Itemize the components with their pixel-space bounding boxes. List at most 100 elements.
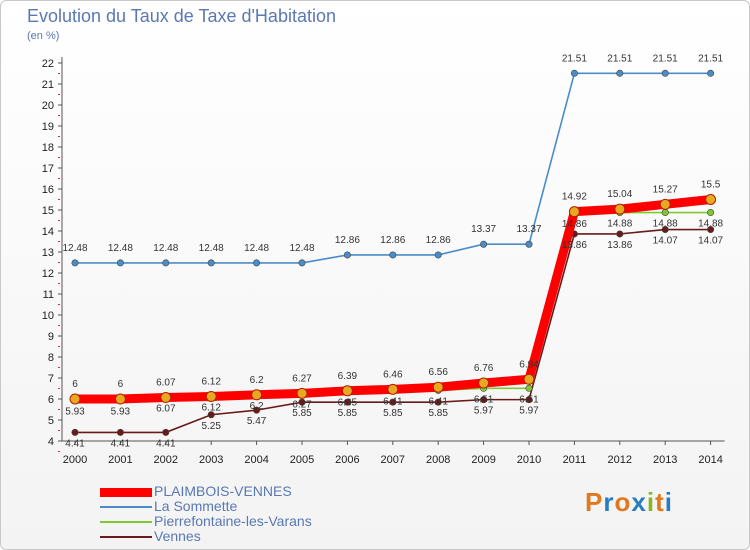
data-point — [116, 259, 124, 267]
chart-title: Evolution du Taux de Taxe d'Habitation — [27, 6, 336, 26]
data-point — [343, 398, 351, 406]
data-label: 12.86 — [426, 235, 451, 246]
unit-label: (en %) — [27, 30, 60, 42]
legend-label: PLAIMBOIS-VENNES — [154, 483, 292, 499]
data-label: 6.51 — [474, 394, 494, 405]
data-label: 6.35 — [338, 398, 358, 409]
data-label: 15.27 — [653, 184, 678, 195]
data-point — [71, 259, 79, 267]
x-tick-label: 2007 — [381, 454, 405, 466]
x-tick-label: 2006 — [335, 454, 359, 466]
y-tick-label: 6 — [48, 394, 54, 406]
data-point — [661, 209, 669, 217]
data-label: 5.85 — [383, 408, 403, 419]
data-label: 6.56 — [428, 367, 448, 378]
x-tick-label: 2009 — [471, 454, 495, 466]
y-tick-label: 21 — [42, 79, 54, 91]
logo-letter: x — [631, 487, 647, 517]
data-point — [616, 69, 624, 77]
x-tick-label: 2005 — [290, 454, 314, 466]
x-tick-label: 2001 — [108, 454, 132, 466]
data-label: 21.51 — [562, 53, 587, 64]
series-lines — [69, 69, 717, 436]
data-point — [207, 411, 215, 419]
logo-letter: t — [655, 487, 665, 517]
legend-swatch — [100, 488, 152, 497]
x-tick-label: 2012 — [608, 454, 632, 466]
y-tick-label: 8 — [48, 352, 54, 364]
data-label: 6.12 — [201, 376, 221, 387]
y-tick-label: 18 — [42, 142, 54, 154]
data-label: 15.04 — [607, 189, 632, 200]
data-label: 13.37 — [516, 224, 541, 235]
data-label: 21.51 — [607, 53, 632, 64]
data-label: 6.41 — [383, 396, 403, 407]
data-label: 4.41 — [65, 438, 85, 449]
logo-letter: i — [664, 487, 673, 517]
axes: 4 5 6 7 8 9 10 11 12 13 14 15 16 17 18 19 20 21 22 2000 2001… — [42, 57, 725, 466]
legend-swatch — [100, 536, 152, 538]
y-tick-label: 10 — [42, 310, 54, 322]
data-point — [525, 396, 533, 404]
data-label: 14.86 — [562, 219, 587, 230]
x-tick-label: 2008 — [426, 454, 450, 466]
y-tick-label: 9 — [48, 331, 54, 343]
data-point — [116, 428, 124, 436]
data-point — [253, 406, 261, 414]
data-point — [69, 393, 81, 405]
data-label: 6 — [72, 379, 78, 390]
data-point — [207, 259, 215, 267]
data-label: 5.93 — [65, 406, 85, 417]
data-label: 6.76 — [474, 363, 494, 374]
data-label: 5.97 — [474, 406, 494, 417]
data-point — [568, 206, 580, 218]
data-point — [114, 393, 126, 405]
data-label: 5.25 — [201, 421, 221, 432]
data-label: 12.48 — [199, 243, 224, 254]
data-point — [205, 390, 217, 402]
data-label: 6.46 — [383, 369, 403, 380]
data-point — [707, 69, 715, 77]
data-point — [251, 389, 263, 401]
data-point — [705, 194, 717, 205]
x-tick-label: 2014 — [698, 454, 722, 466]
data-label: 5.85 — [292, 408, 312, 419]
data-label: 12.48 — [289, 243, 314, 254]
data-point — [707, 209, 715, 217]
x-tick-label: 2010 — [517, 454, 541, 466]
logo-letter: i — [646, 487, 656, 517]
data-label: 5.97 — [519, 406, 539, 417]
y-tick-label: 15 — [42, 205, 54, 217]
data-label: 12.86 — [380, 235, 405, 246]
y-tick-label: 22 — [42, 58, 54, 70]
data-label: 4.41 — [156, 438, 176, 449]
logo-letter: r — [603, 487, 615, 517]
y-tick-label: 14 — [42, 226, 54, 238]
data-label: 14.88 — [607, 219, 632, 230]
data-label: 5.93 — [111, 406, 131, 417]
legend-swatch — [100, 521, 152, 523]
data-point — [480, 240, 488, 248]
data-label: 21.51 — [698, 53, 723, 64]
data-label: 14.88 — [653, 219, 678, 230]
legend-label: Pierrefontaine-les-Varans — [154, 513, 312, 529]
data-label: 6.27 — [292, 373, 312, 384]
y-tick-label: 12 — [42, 268, 54, 280]
data-label: 4.41 — [111, 438, 131, 449]
data-label: 14.92 — [562, 192, 587, 203]
data-point — [343, 251, 351, 259]
data-label: 6.51 — [519, 394, 539, 405]
legend-label: La Sommette — [154, 498, 238, 514]
data-label: 14.07 — [698, 236, 723, 247]
data-point — [659, 198, 671, 210]
data-point — [707, 226, 715, 234]
data-label: 6.41 — [428, 396, 448, 407]
data-point — [434, 251, 442, 259]
logo-letter: o — [614, 487, 632, 517]
y-tick-label: 17 — [42, 163, 54, 175]
legend-label: Vennes — [154, 528, 201, 544]
data-label: 13.37 — [471, 224, 496, 235]
data-label: 12.48 — [108, 243, 133, 254]
data-label: 12.48 — [62, 243, 87, 254]
